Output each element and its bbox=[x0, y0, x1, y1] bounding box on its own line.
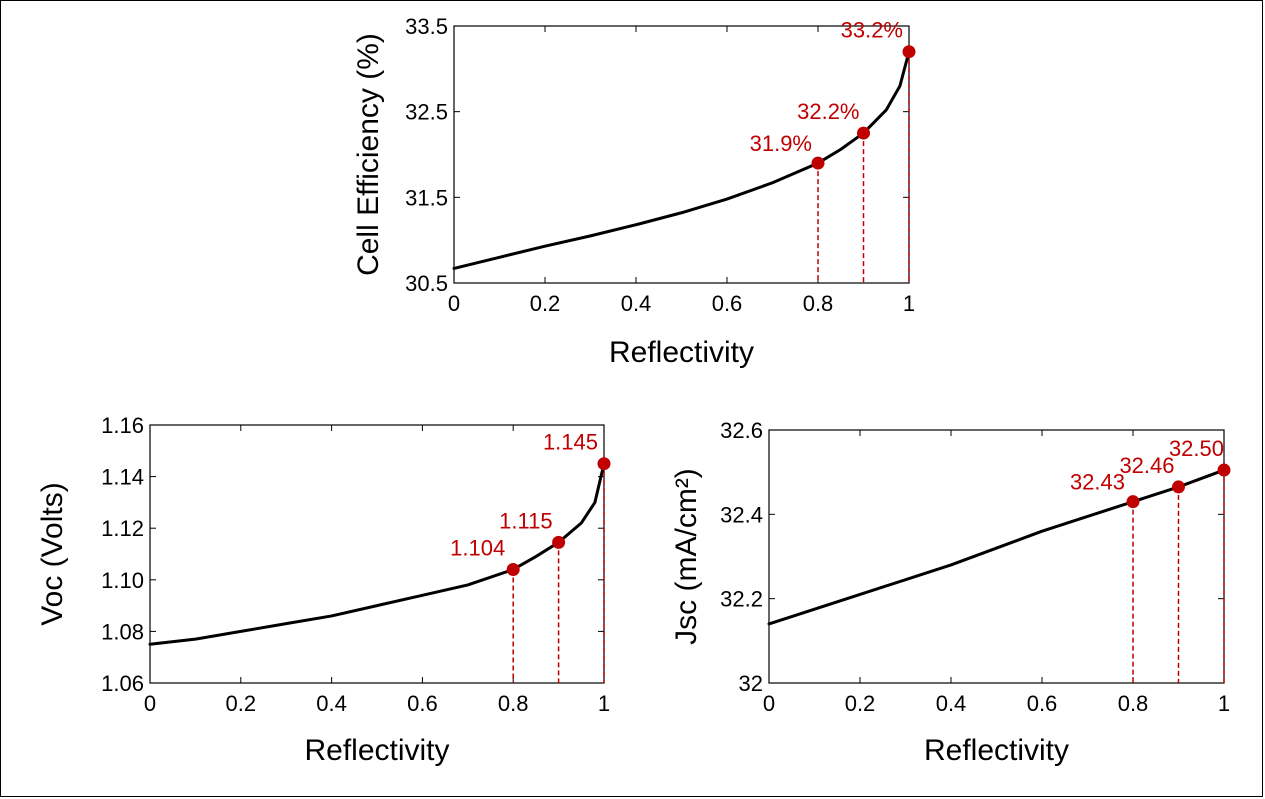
voc-xtick-label: 0.8 bbox=[498, 691, 529, 716]
voc-xlabel: Reflectivity bbox=[304, 734, 449, 767]
efficiency-ylabel: Cell Efficiency (%) bbox=[352, 33, 385, 276]
voc-xtick-label: 0.4 bbox=[316, 691, 347, 716]
jsc-ytick-label: 32.2 bbox=[720, 587, 763, 612]
efficiency-marker bbox=[857, 126, 870, 140]
jsc-ytick-label: 32.6 bbox=[720, 418, 763, 443]
efficiency-xtick-label: 0.2 bbox=[530, 291, 561, 316]
jsc-point-label: 32.50 bbox=[1169, 436, 1224, 461]
efficiency-curve bbox=[452, 50, 911, 270]
jsc-marker bbox=[1126, 495, 1140, 509]
jsc-ylabel: Jsc (mA/cm²) bbox=[670, 468, 703, 645]
efficiency-chart: 0 0.2 0.4 0.6 0.8 1 30.5 31.5 32.5 33.5 Reflectivi… bbox=[352, 14, 916, 369]
efficiency-xtick-label: 0.6 bbox=[712, 291, 743, 316]
efficiency-ytick-label: 32.5 bbox=[405, 100, 448, 125]
jsc-axes-box bbox=[768, 429, 1225, 684]
jsc-xtick-label: 0.4 bbox=[936, 691, 967, 716]
efficiency-xtick-label: 0.4 bbox=[621, 291, 652, 316]
voc-point-label: 1.145 bbox=[543, 430, 598, 455]
efficiency-ytick-label: 33.5 bbox=[405, 14, 448, 39]
jsc-xtick-label: 1 bbox=[1218, 691, 1230, 716]
efficiency-xtick-label: 0.8 bbox=[803, 291, 834, 316]
efficiency-ytick-label: 30.5 bbox=[405, 271, 448, 296]
efficiency-ytick-label: 31.5 bbox=[405, 185, 448, 210]
jsc-xtick-label: 0.2 bbox=[845, 691, 876, 716]
jsc-ytick-label: 32 bbox=[739, 671, 763, 696]
voc-xtick-label: 0 bbox=[144, 691, 156, 716]
voc-xtick-label: 1 bbox=[598, 691, 610, 716]
efficiency-point-label: 33.2% bbox=[841, 18, 903, 43]
efficiency-xlabel: Reflectivity bbox=[609, 336, 754, 369]
voc-axes-box bbox=[149, 424, 605, 684]
voc-ytick-label: 1.10 bbox=[101, 568, 144, 593]
jsc-point-label: 32.43 bbox=[1070, 470, 1125, 495]
jsc-xtick-label: 0.6 bbox=[1027, 691, 1058, 716]
efficiency-point-label: 32.2% bbox=[797, 99, 859, 124]
voc-point-label: 1.104 bbox=[450, 535, 505, 560]
voc-xtick-label: 0.2 bbox=[226, 691, 257, 716]
voc-point-label: 1.115 bbox=[499, 508, 552, 533]
efficiency-marker bbox=[811, 156, 825, 170]
jsc-xtick-label: 0 bbox=[763, 691, 775, 716]
voc-marker bbox=[506, 562, 520, 576]
voc-ylabel: Voc (Volts) bbox=[36, 482, 69, 625]
efficiency-point-label: 31.9% bbox=[750, 131, 812, 156]
jsc-xlabel: Reflectivity bbox=[924, 734, 1069, 767]
jsc-point-label: 32.46 bbox=[1119, 453, 1174, 478]
voc-curve bbox=[148, 462, 606, 646]
efficiency-marker bbox=[902, 45, 916, 59]
efficiency-xtick-label: 1 bbox=[903, 291, 915, 316]
efficiency-axes-box bbox=[453, 25, 910, 284]
jsc-marker bbox=[1217, 463, 1231, 477]
voc-chart: 0 0.2 0.4 0.6 0.8 1 1.06 1.08 1.10 1.12 1.14 1.16 Re… bbox=[36, 413, 611, 767]
jsc-marker bbox=[1172, 480, 1185, 494]
voc-ytick-label: 1.16 bbox=[101, 413, 144, 438]
voc-marker bbox=[597, 457, 611, 471]
jsc-ytick-label: 32.4 bbox=[720, 502, 763, 527]
voc-ytick-label: 1.14 bbox=[101, 465, 144, 490]
jsc-chart: 0 0.2 0.4 0.6 0.8 1 32 32.2 32.4 32.6 Reflectivity… bbox=[670, 418, 1231, 767]
voc-ytick-label: 1.12 bbox=[101, 516, 144, 541]
voc-ytick-label: 1.06 bbox=[101, 671, 144, 696]
jsc-xtick-label: 0.8 bbox=[1118, 691, 1149, 716]
voc-ytick-label: 1.08 bbox=[101, 619, 144, 644]
jsc-curve bbox=[767, 468, 1226, 626]
efficiency-xtick-label: 0 bbox=[448, 291, 460, 316]
voc-marker bbox=[552, 535, 566, 549]
voc-xtick-label: 0.6 bbox=[407, 691, 438, 716]
